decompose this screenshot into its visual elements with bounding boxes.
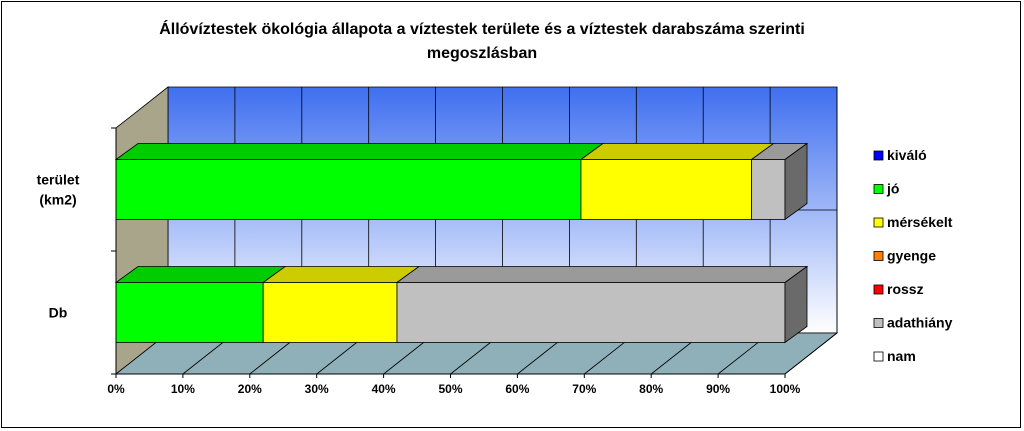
- legend-swatch: [873, 251, 884, 261]
- category-label: Db: [49, 305, 68, 321]
- chart-title: Állóvíztestek ökológia állapota a víztes…: [42, 18, 922, 66]
- x-tick-label: 50%: [438, 382, 462, 396]
- bar-top: [579, 143, 775, 160]
- x-tick-label: 70%: [572, 382, 596, 396]
- legend-swatch: [873, 150, 884, 161]
- bar-top: [114, 143, 605, 160]
- bar-side: [784, 265, 808, 344]
- legend-label: adathiány: [887, 315, 953, 331]
- legend-swatch: [873, 318, 884, 328]
- legend-label: gyenge: [887, 248, 936, 264]
- category-label: terület (km2): [37, 172, 80, 208]
- legend-label: nam: [887, 348, 916, 364]
- legend-label: rossz: [887, 281, 924, 297]
- bar: [115, 159, 582, 220]
- bar-top: [114, 266, 287, 283]
- x-tick-label: 80%: [639, 382, 663, 396]
- bar: [396, 282, 786, 343]
- legend-swatch: [873, 184, 884, 194]
- legend-label: jó: [886, 181, 899, 197]
- legend-label: mérsékelt: [887, 214, 953, 230]
- legend-label: kiváló: [887, 147, 927, 163]
- chart-title-line-2: megoszlásban: [426, 45, 538, 62]
- bar: [580, 159, 752, 220]
- x-tick-label: 90%: [706, 382, 730, 396]
- legend-swatch: [873, 351, 884, 362]
- bar: [751, 159, 786, 220]
- x-tick-label: 20%: [238, 382, 262, 396]
- bar-top: [395, 266, 809, 283]
- floor-gridline: [784, 332, 838, 375]
- chart-title-line-1: Állóvíztestek ökológia állapota a víztes…: [159, 21, 805, 38]
- x-tick-label: 40%: [372, 382, 396, 396]
- legend-swatch: [873, 284, 884, 295]
- bar-side: [784, 142, 808, 221]
- bar: [262, 282, 398, 343]
- x-tick-label: 60%: [505, 382, 529, 396]
- x-tick-label: 0%: [107, 382, 125, 396]
- x-tick-label: 100%: [770, 382, 801, 396]
- legend-swatch: [873, 217, 884, 228]
- bar: [115, 282, 264, 343]
- bar-top: [261, 266, 421, 283]
- x-tick-label: 30%: [305, 382, 329, 396]
- x-tick-label: 10%: [171, 382, 195, 396]
